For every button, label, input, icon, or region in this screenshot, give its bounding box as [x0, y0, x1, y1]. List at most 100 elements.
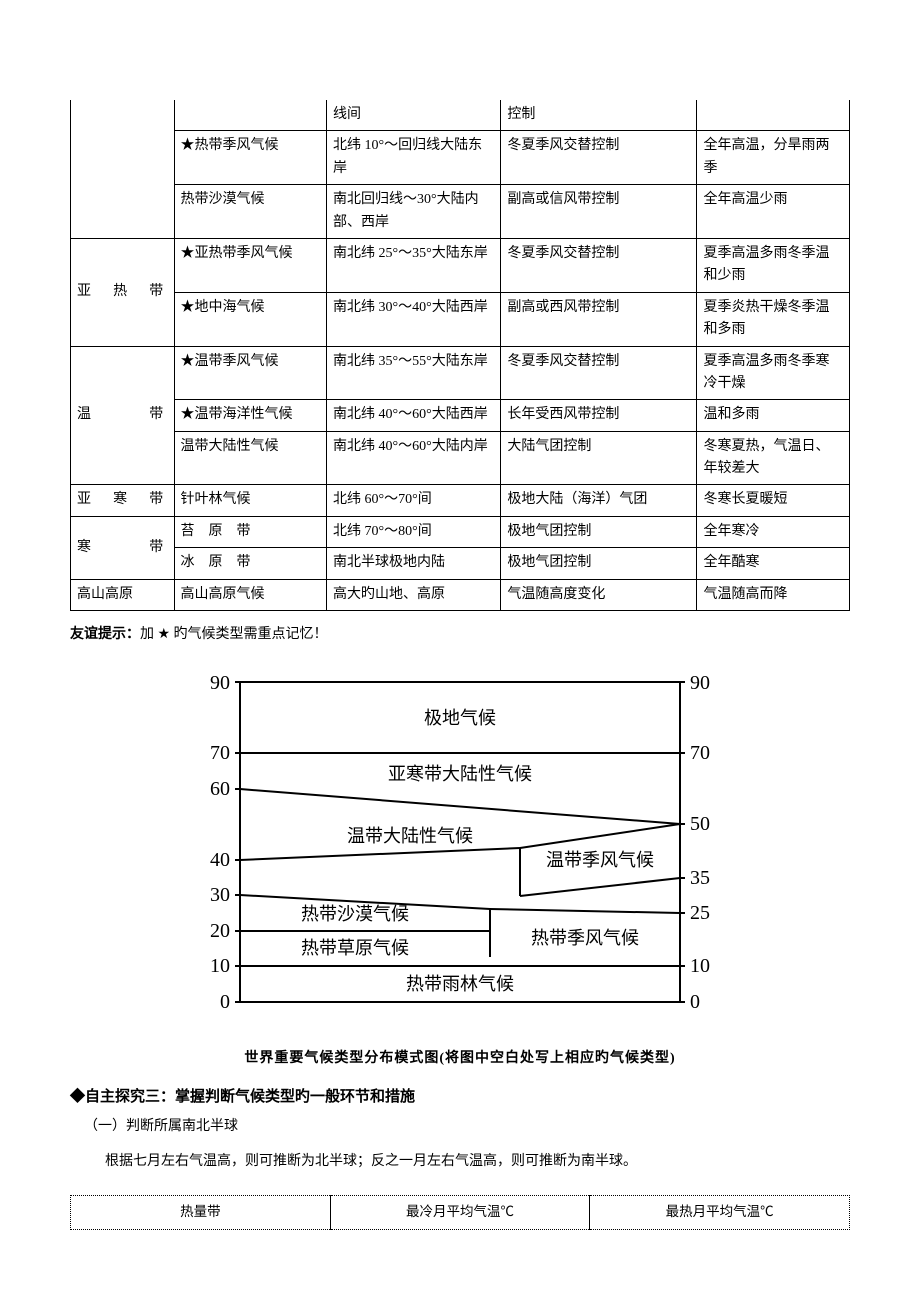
left-tick: 60 — [210, 778, 230, 800]
cause-cell: 控制 — [501, 100, 697, 131]
feat-cell: 夏季高温多雨冬季温和少雨 — [697, 238, 850, 292]
table-row: 热量带 最冷月平均气温℃ 最热月平均气温℃ — [71, 1196, 850, 1229]
loc-cell: 南北纬 40°～60°大陆西岸 — [327, 400, 501, 431]
diagram-label-trop-monsoon: 热带季风气候 — [531, 928, 639, 948]
climate-cell: ★热带季风气候 — [174, 131, 327, 185]
header-cell: 热量带 — [71, 1196, 331, 1229]
table-row: 热带沙漠气候 南北回归线～30°大陆内部、西岸 副高或信风带控制 全年高温少雨 — [71, 185, 850, 239]
left-tick: 30 — [210, 884, 230, 906]
feat-cell: 全年高温少雨 — [697, 185, 850, 239]
cause-cell: 副高或西风带控制 — [501, 292, 697, 346]
cause-cell: 气温随高度变化 — [501, 579, 697, 610]
right-tick: 0 — [690, 991, 700, 1013]
loc-cell: 北纬 10°～回归线大陆东岸 — [327, 131, 501, 185]
loc-cell: 南北纬 30°～40°大陆西岸 — [327, 292, 501, 346]
table-row: ★热带季风气候 北纬 10°～回归线大陆东岸 冬夏季风交替控制 全年高温，分旱雨… — [71, 131, 850, 185]
right-tick: 35 — [690, 867, 710, 889]
zone-cell: 温 带 — [71, 346, 175, 485]
header-cell: 最热月平均气温℃ — [590, 1196, 850, 1229]
feat-cell: 全年酷寒 — [697, 548, 850, 579]
feat-cell — [697, 100, 850, 131]
star-icon: ★ — [158, 625, 171, 641]
climate-cell: 针叶林气候 — [174, 485, 327, 516]
table-row: ★地中海气候 南北纬 30°～40°大陆西岸 副高或西风带控制 夏季炎热干燥冬季… — [71, 292, 850, 346]
zone-cell — [71, 100, 175, 238]
table-row: 亚 寒 带 针叶林气候 北纬 60°～70°间 极地大陆（海洋）气团 冬寒长夏暖… — [71, 485, 850, 516]
feat-cell: 全年高温，分旱雨两季 — [697, 131, 850, 185]
loc-cell: 高大旳山地、高原 — [327, 579, 501, 610]
heat-zone-table: 热量带 最冷月平均气温℃ 最热月平均气温℃ — [70, 1195, 850, 1229]
table-row: ★温带海洋性气候 南北纬 40°～60°大陆西岸 长年受西风带控制 温和多雨 — [71, 400, 850, 431]
tip-line: 友谊提示：加 ★ 旳气候类型需重点记忆！ — [70, 621, 850, 647]
table-row: 线间 控制 — [71, 100, 850, 131]
loc-cell: 北纬 60°～70°间 — [327, 485, 501, 516]
left-tick: 90 — [210, 672, 230, 694]
feat-cell: 冬寒夏热，气温日、年较差大 — [697, 431, 850, 485]
table-row: 高山高原 高山高原气候 高大旳山地、高原 气温随高度变化 气温随高而降 — [71, 579, 850, 610]
climate-cell: 高山高原气候 — [174, 579, 327, 610]
diagram-label-trop-desert: 热带沙漠气候 — [301, 904, 409, 924]
zone-cell: 亚 热 带 — [71, 238, 175, 346]
tip-text2: 旳气候类型需重点记忆！ — [170, 627, 328, 642]
loc-cell: 南北半球极地内陆 — [327, 548, 501, 579]
climate-cell: ★温带季风气候 — [174, 346, 327, 400]
diagram-label-polar: 极地气候 — [424, 708, 496, 728]
section-heading: ◆自主探究三：掌握判断气候类型旳一般环节和措施 — [70, 1085, 850, 1106]
diagram-caption: 世界重要气候类型分布模式图(将图中空白处写上相应旳气候类型) — [70, 1047, 850, 1067]
right-tick: 90 — [690, 672, 710, 694]
tip-text1: 加 — [140, 627, 158, 642]
header-cell: 最冷月平均气温℃ — [330, 1196, 590, 1229]
cause-cell: 副高或信风带控制 — [501, 185, 697, 239]
left-tick: 20 — [210, 920, 230, 942]
loc-cell: 南北回归线～30°大陆内部、西岸 — [327, 185, 501, 239]
table-row: 亚 热 带 ★亚热带季风气候 南北纬 25°～35°大陆东岸 冬夏季风交替控制 … — [71, 238, 850, 292]
cause-cell: 长年受西风带控制 — [501, 400, 697, 431]
diagram-label-temp-monsoon: 温带季风气候 — [546, 850, 654, 870]
right-tick: 10 — [690, 955, 710, 977]
zone-cell: 亚 寒 带 — [71, 485, 175, 516]
left-tick: 40 — [210, 849, 230, 871]
cause-cell: 极地大陆（海洋）气团 — [501, 485, 697, 516]
diagram-label-trop-rain: 热带雨林气候 — [406, 974, 514, 994]
diagram-label-temp-cont: 温带大陆性气候 — [347, 826, 473, 846]
loc-cell: 南北纬 25°～35°大陆东岸 — [327, 238, 501, 292]
feat-cell: 夏季高温多雨冬季寒冷干燥 — [697, 346, 850, 400]
cause-cell: 极地气团控制 — [501, 516, 697, 547]
cause-cell: 大陆气团控制 — [501, 431, 697, 485]
loc-cell: 北纬 70°～80°间 — [327, 516, 501, 547]
table-row: 温带大陆性气候 南北纬 40°～60°大陆内岸 大陆气团控制 冬寒夏热，气温日、… — [71, 431, 850, 485]
climate-cell: 苔 原 带 — [174, 516, 327, 547]
zone-cell: 高山高原 — [71, 579, 175, 610]
cause-cell: 极地气团控制 — [501, 548, 697, 579]
cause-cell: 冬夏季风交替控制 — [501, 238, 697, 292]
left-tick: 70 — [210, 742, 230, 764]
loc-cell: 线间 — [327, 100, 501, 131]
climate-cell: 冰 原 带 — [174, 548, 327, 579]
cause-cell: 冬夏季风交替控制 — [501, 131, 697, 185]
tip-label: 友谊提示： — [70, 627, 140, 642]
climate-table: 线间 控制 ★热带季风气候 北纬 10°～回归线大陆东岸 冬夏季风交替控制 全年… — [70, 100, 850, 611]
table-row: 冰 原 带 南北半球极地内陆 极地气团控制 全年酷寒 — [71, 548, 850, 579]
climate-cell — [174, 100, 327, 131]
feat-cell: 气温随高而降 — [697, 579, 850, 610]
left-tick: 10 — [210, 955, 230, 977]
body-text: 根据七月左右气温高，则可推断为北半球；反之一月左右气温高，则可推断为南半球。 — [70, 1149, 850, 1176]
loc-cell: 南北纬 40°～60°大陆内岸 — [327, 431, 501, 485]
table-row: 寒 带 苔 原 带 北纬 70°～80°间 极地气团控制 全年寒冷 — [71, 516, 850, 547]
table-row: 温 带 ★温带季风气候 南北纬 35°～55°大陆东岸 冬夏季风交替控制 夏季高… — [71, 346, 850, 400]
diagram-label-trop-savanna: 热带草原气候 — [301, 938, 409, 958]
left-tick: 0 — [220, 991, 230, 1013]
feat-cell: 温和多雨 — [697, 400, 850, 431]
cause-cell: 冬夏季风交替控制 — [501, 346, 697, 400]
sub-heading-1: （一）判断所属南北半球 — [70, 1114, 850, 1141]
loc-cell: 南北纬 35°～55°大陆东岸 — [327, 346, 501, 400]
climate-cell: ★亚热带季风气候 — [174, 238, 327, 292]
zone-cell: 寒 带 — [71, 516, 175, 579]
right-tick: 50 — [690, 813, 710, 835]
climate-diagram: 0 10 20 30 40 60 70 90 0 10 25 35 50 70 … — [70, 662, 850, 1037]
feat-cell: 全年寒冷 — [697, 516, 850, 547]
climate-cell: 温带大陆性气候 — [174, 431, 327, 485]
diagram-label-subarctic: 亚寒带大陆性气候 — [388, 764, 532, 784]
feat-cell: 夏季炎热干燥冬季温和多雨 — [697, 292, 850, 346]
climate-cell: 热带沙漠气候 — [174, 185, 327, 239]
